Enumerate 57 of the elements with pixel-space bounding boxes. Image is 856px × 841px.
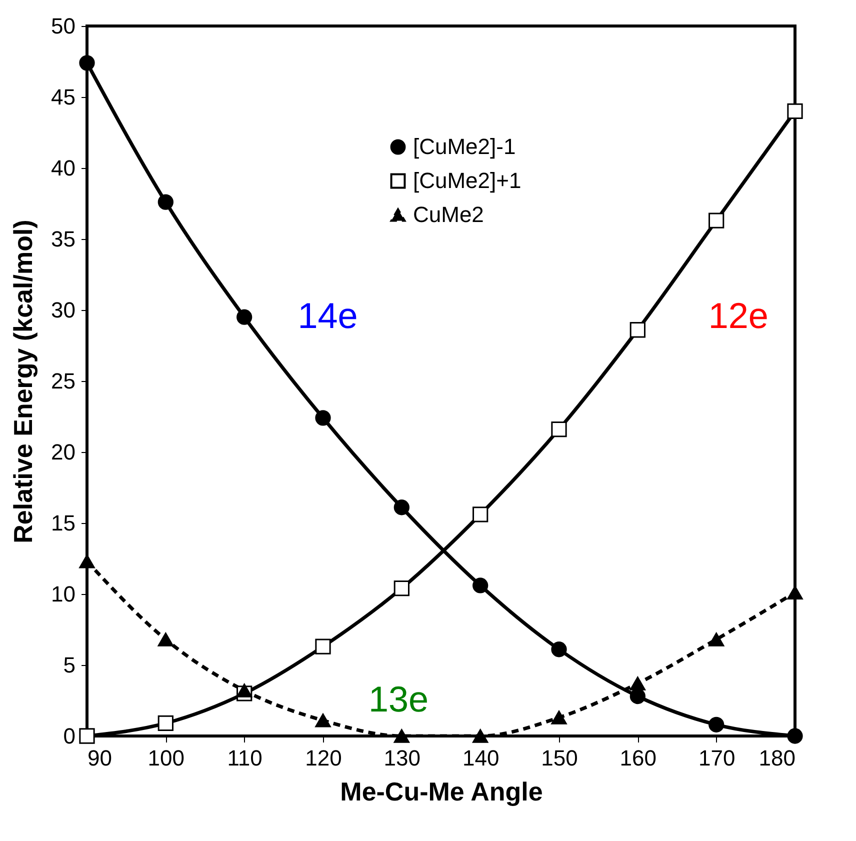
y-tick-label: 20	[51, 440, 76, 464]
x-tick-label: 150	[541, 746, 578, 770]
point	[394, 729, 410, 743]
annotation: 14e	[298, 295, 358, 336]
point	[708, 212, 724, 228]
legend-label: [CuMe2]-1	[413, 134, 516, 159]
x-tick-label: 140	[462, 746, 500, 770]
x-tick-label: 90	[88, 746, 112, 770]
x-tick-label: 130	[384, 746, 421, 770]
point	[315, 714, 331, 728]
y-tick-label: 0	[63, 724, 76, 748]
point	[236, 309, 252, 325]
point	[158, 632, 174, 646]
y-tick-label: 15	[51, 510, 76, 536]
y-tick-label: 10	[51, 582, 76, 606]
point	[158, 715, 174, 732]
point	[708, 632, 724, 646]
y-tick-label: 40	[51, 156, 76, 180]
x-tick-label: 180	[758, 746, 796, 770]
point	[158, 194, 174, 210]
point	[630, 676, 646, 690]
legend-label: [CuMe2]+1	[413, 168, 522, 193]
point	[315, 410, 331, 426]
x-tick-label: 160	[620, 746, 657, 770]
y-tick-label: 50	[51, 14, 76, 38]
point	[472, 578, 488, 594]
point	[79, 55, 95, 71]
x-tick-label: 110	[227, 746, 262, 770]
annotation: 12e	[708, 295, 768, 336]
point	[472, 729, 488, 743]
y-tick-label: 35	[51, 226, 76, 252]
y-tick-label: 5	[63, 652, 76, 678]
x-tick-label: 120	[305, 746, 342, 770]
point	[79, 728, 95, 744]
point	[708, 716, 724, 732]
point	[630, 688, 646, 704]
point	[787, 586, 803, 600]
point	[236, 684, 252, 698]
y-tick-label: 25	[51, 368, 76, 394]
point	[787, 103, 803, 120]
annotation: 13e	[368, 678, 429, 720]
point	[472, 506, 488, 522]
x-tick-label: 170	[698, 746, 736, 770]
point	[551, 421, 567, 438]
x-tick-label: 100	[148, 746, 185, 770]
point	[787, 728, 803, 744]
point	[630, 322, 646, 338]
point	[315, 638, 331, 654]
point	[394, 500, 410, 516]
point	[394, 580, 410, 596]
x-axis-title: Me-Cu-Me Angle	[340, 776, 543, 806]
y-tick-label: 30	[51, 298, 76, 322]
y-tick-label: 45	[51, 84, 76, 110]
y-axis-title: Relative Energy (kcal/mol)	[8, 220, 38, 544]
legend-label: CuMe2	[413, 202, 484, 227]
point	[551, 642, 567, 658]
point	[551, 710, 567, 724]
